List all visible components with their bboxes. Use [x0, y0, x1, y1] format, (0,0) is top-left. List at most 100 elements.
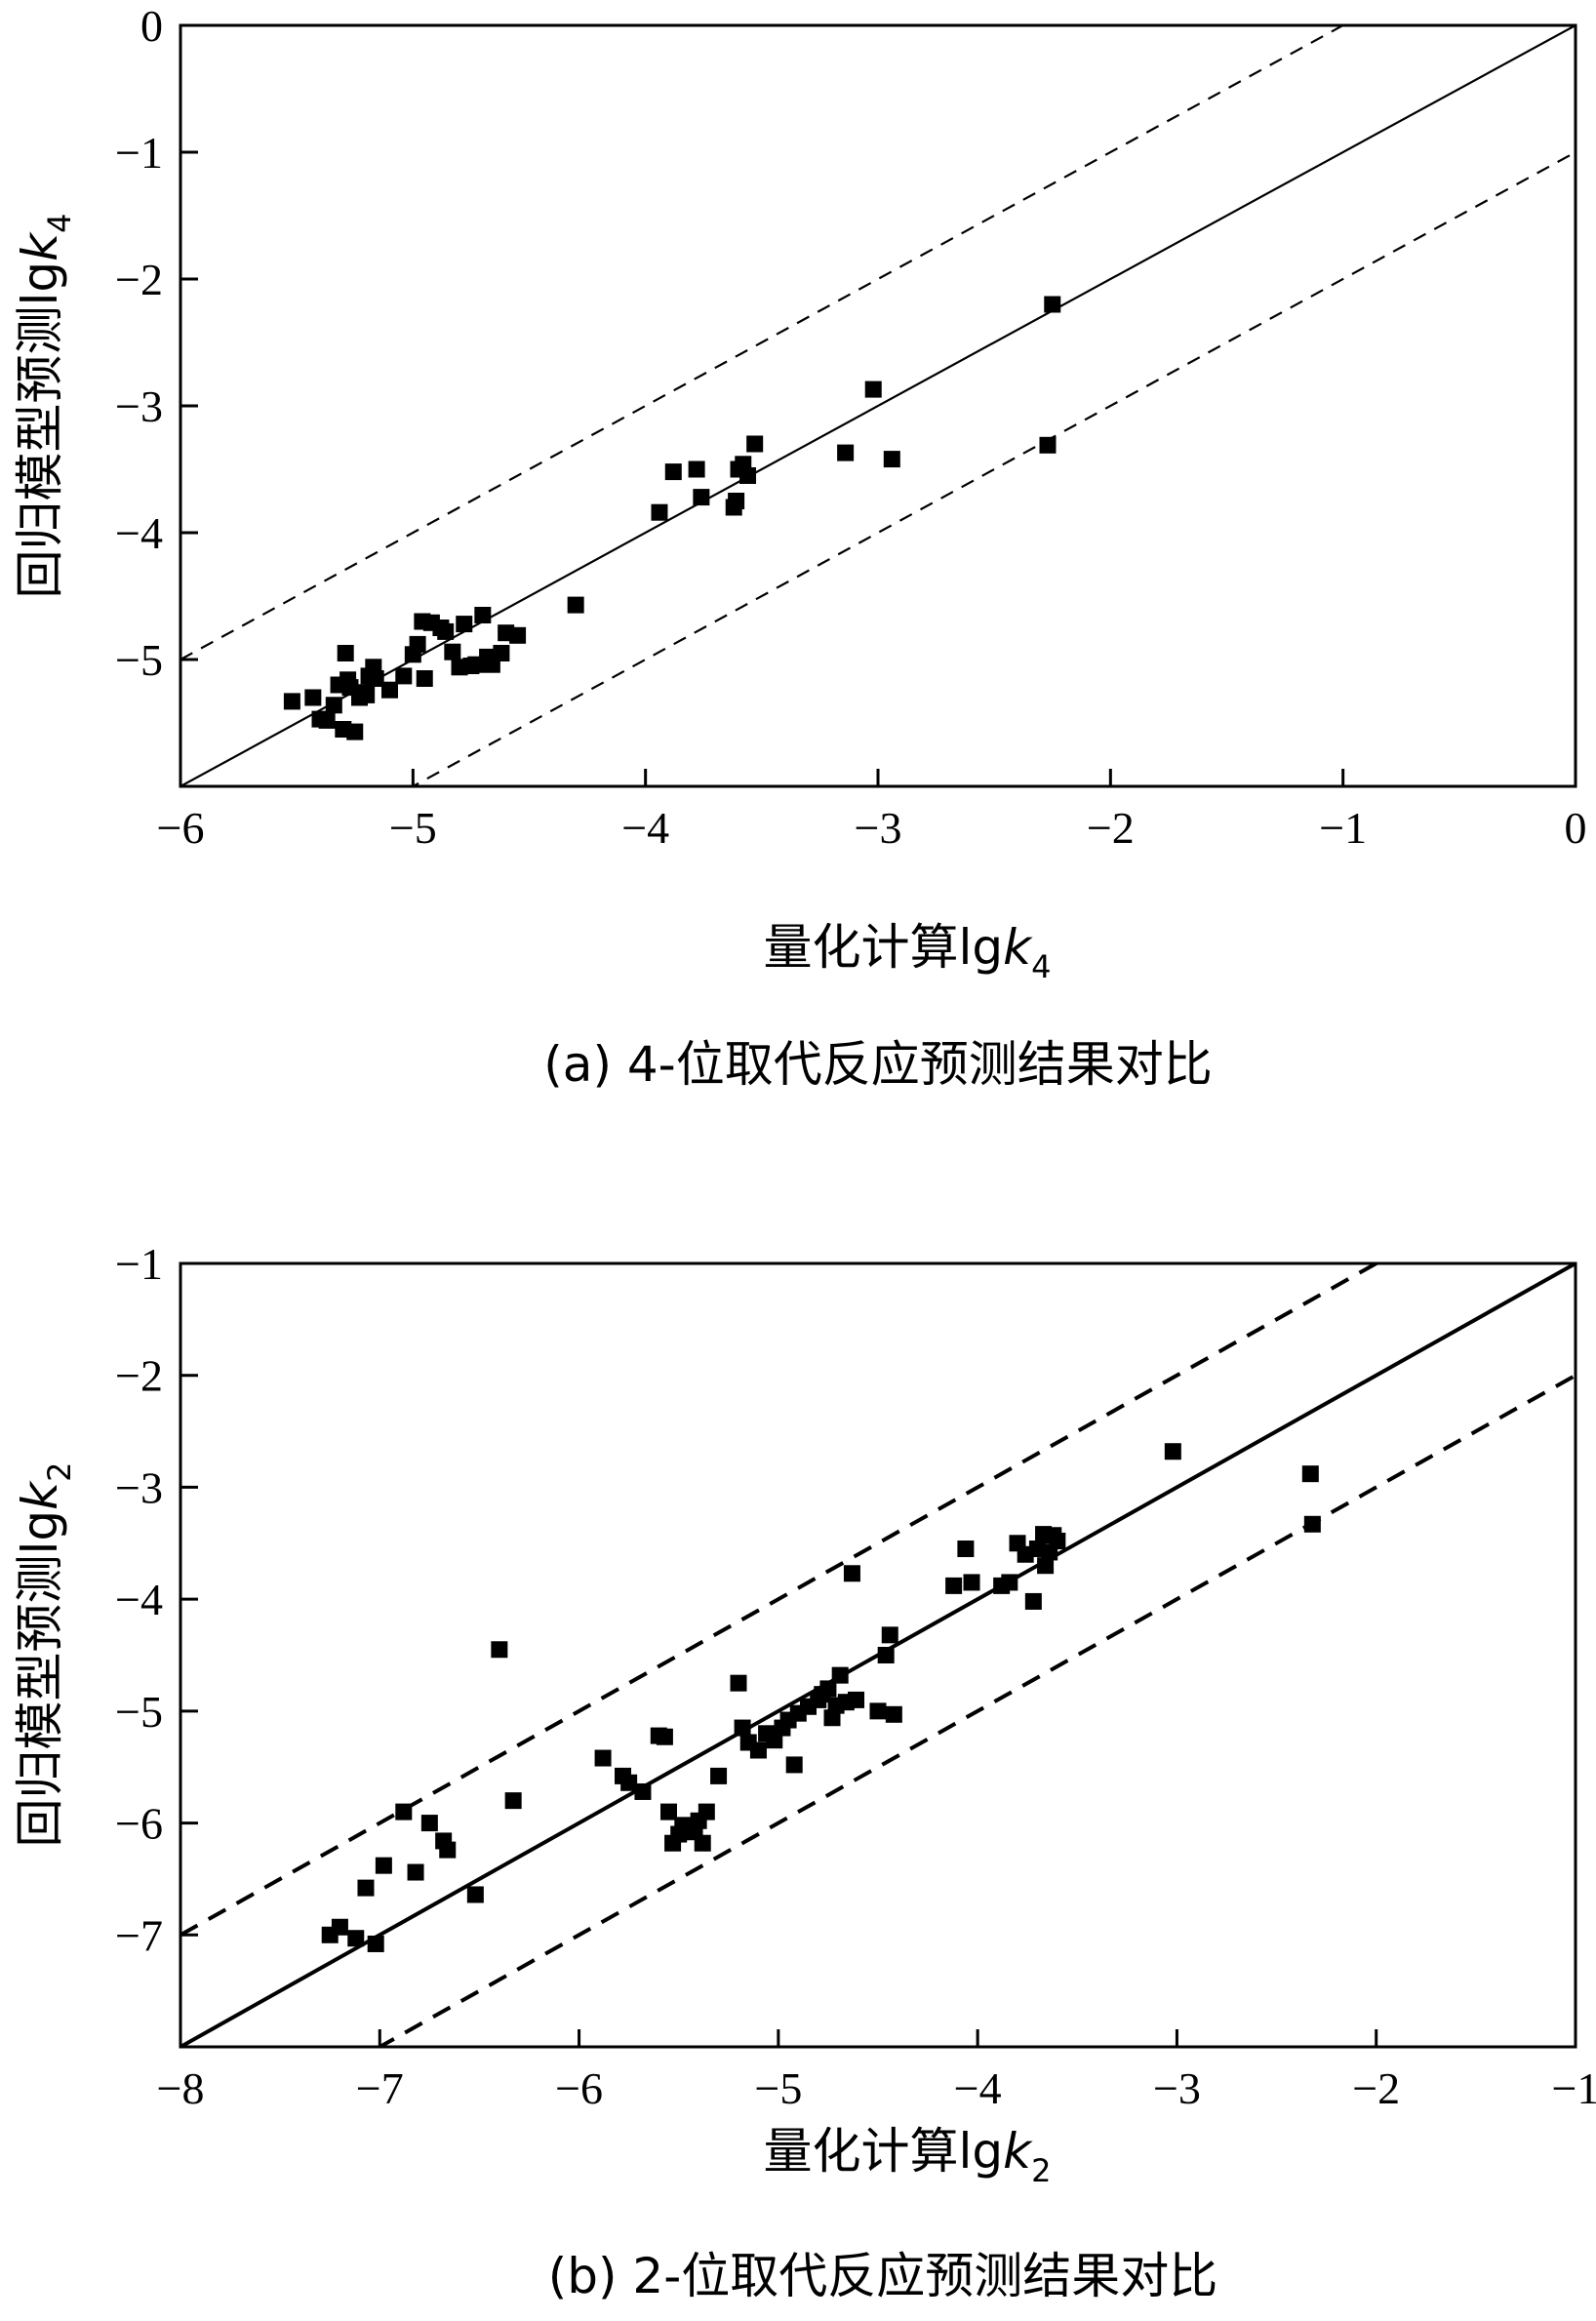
chart-b-x-tick-label-7: −1: [1552, 2063, 1596, 2113]
chart-a-x-tick-label-1: −5: [389, 803, 437, 853]
chart-a-point-16: [367, 670, 384, 687]
chart-a-point-39: [664, 463, 682, 481]
chart-a-point-31: [474, 607, 492, 623]
chart-b-x-ticks: −8 −7 −6 −5 −4 −3 −2 −1: [157, 2029, 1596, 2113]
chart-a-point-1: [304, 689, 322, 706]
chart-b-y-tick-label-6: −1: [115, 1239, 163, 1289]
chart-a-point-20: [409, 635, 426, 653]
chart-b-point-53: [945, 1577, 963, 1594]
chart-b-point-57: [1001, 1574, 1018, 1591]
chart-b-point-12: [491, 1641, 508, 1659]
chart-b-point-37: [785, 1756, 803, 1774]
chart-a-point-43: [728, 493, 745, 509]
chart-b-x-tick-label-4: −4: [954, 2063, 1002, 2113]
chart-b-x-tick-label-2: −6: [555, 2063, 603, 2113]
chart-a-point-34: [493, 645, 510, 661]
chart-b-point-67: [1164, 1443, 1181, 1461]
chart-b-y-axis-label: 回归模型预测lgk2: [12, 1462, 78, 1848]
chart-b-plot-frame: [179, 1261, 1577, 2049]
chart-b-points: [321, 1443, 1321, 1952]
chart-a-point-13: [358, 686, 376, 703]
chart-a-point-51: [1039, 436, 1057, 454]
chart-b-point-4: [367, 1935, 384, 1952]
chart-b-point-16: [620, 1774, 638, 1791]
chart-b-y-tick-label-2: −5: [115, 1687, 163, 1737]
chart-a-y-tick-label-5: 0: [140, 1, 163, 51]
chart-b-x-tick-label-5: −3: [1153, 2063, 1201, 2113]
chart-a-bound-line-1: [180, 25, 1345, 660]
chart-a-point-0: [283, 693, 300, 710]
chart-b-x-axis-label: 量化计算lgk2: [764, 2123, 1052, 2189]
chart-b-y-tick-label-3: −4: [115, 1575, 163, 1624]
chart-a-point-4: [325, 697, 342, 714]
chart-b: −8 −7 −6 −5 −4 −3 −2 −1 −7 −6 −5 −4 −3 −2 −1 量化计算lgk2…: [12, 1239, 1596, 2304]
chart-a-y-axis-label: 回归模型预测lgk4: [12, 214, 78, 599]
chart-b-point-6: [395, 1803, 413, 1821]
chart-b-point-54: [957, 1541, 975, 1558]
chart-a-x-tick-label-5: −1: [1319, 803, 1367, 853]
chart-b-bound-line-1: [180, 1263, 1380, 1938]
chart-a-y-tick-label-0: −5: [115, 635, 163, 685]
chart-b-point-47: [843, 1565, 860, 1582]
chart-a-y-tick-label-3: −2: [115, 255, 163, 304]
chart-b-point-52: [885, 1705, 902, 1723]
chart-b-point-17: [634, 1782, 652, 1800]
chart-b-point-66: [1049, 1532, 1066, 1549]
chart-a-point-50: [883, 451, 900, 468]
chart-a-y-ticks: −5 −4 −3 −2 −1 0: [115, 1, 198, 685]
chart-b-point-50: [877, 1647, 895, 1663]
chart-a-point-37: [567, 596, 584, 614]
chart-a-x-tick-label-0: −6: [157, 803, 205, 853]
chart-a-point-25: [437, 622, 455, 640]
chart-b-point-19: [656, 1728, 673, 1745]
chart-a-bound-line-2: [411, 151, 1576, 786]
chart-a-point-22: [416, 670, 433, 687]
chart-b-y-tick-label-0: −7: [115, 1910, 163, 1960]
chart-a-point-38: [651, 503, 668, 521]
chart-b-point-69: [1303, 1515, 1321, 1533]
chart-a-y-tick-label-1: −4: [115, 508, 163, 558]
chart-b-point-48: [848, 1691, 865, 1708]
chart-b-point-2: [347, 1930, 365, 1947]
chart-b-point-26: [694, 1834, 711, 1852]
chart-a-x-tick-label-4: −2: [1087, 803, 1135, 853]
chart-b-point-5: [375, 1857, 392, 1874]
chart-a-identity-line: [180, 25, 1576, 786]
chart-a-x-tick-label-2: −4: [621, 803, 669, 853]
chart-b-point-13: [504, 1792, 522, 1810]
chart-b-point-14: [594, 1749, 612, 1767]
chart-a-point-40: [688, 460, 705, 478]
chart-b-point-8: [420, 1815, 438, 1832]
chart-a-x-tick-label-3: −3: [855, 803, 902, 853]
chart-a-point-48: [837, 444, 855, 461]
chart-b-y-tick-label-5: −2: [115, 1351, 163, 1401]
chart-b-point-20: [660, 1803, 677, 1821]
chart-b-y-ticks: −7 −6 −5 −4 −3 −2 −1: [115, 1239, 198, 1960]
chart-b-point-7: [407, 1863, 424, 1881]
chart-b-x-tick-label-0: −8: [157, 2063, 205, 2113]
chart-a-point-7: [337, 645, 354, 661]
chart-b-point-42: [819, 1680, 837, 1698]
chart-a: −6 −5 −4 −3 −2 −1 0 −5 −4 −3 −2 −1 0 量化计算lgk4 回归模型预…: [12, 1, 1587, 1093]
chart-b-y-tick-label-1: −6: [115, 1799, 163, 1849]
chart-a-x-axis-label: 量化计算lgk4: [764, 919, 1052, 985]
chart-b-point-30: [734, 1719, 751, 1737]
chart-a-point-49: [864, 380, 882, 398]
chart-b-point-28: [710, 1767, 728, 1784]
chart-b-point-49: [869, 1702, 887, 1720]
chart-a-point-52: [1044, 296, 1061, 313]
chart-a-point-46: [739, 467, 757, 484]
chart-b-point-68: [1301, 1465, 1319, 1483]
chart-a-point-17: [381, 681, 398, 699]
chart-b-bound-line-2: [376, 1373, 1576, 2047]
chart-b-point-45: [831, 1666, 849, 1684]
chart-a-point-47: [746, 435, 764, 453]
chart-a-x-ticks: −6 −5 −4 −3 −2 −1 0: [157, 769, 1587, 853]
chart-b-point-63: [1037, 1557, 1055, 1575]
chart-b-caption: (b) 2-位取代反应预测结果对比: [548, 2248, 1218, 2304]
chart-b-x-tick-label-3: −5: [754, 2063, 802, 2113]
chart-b-point-10: [439, 1841, 457, 1859]
chart-a-y-tick-label-4: −1: [115, 128, 163, 178]
chart-a-point-10: [346, 723, 364, 740]
